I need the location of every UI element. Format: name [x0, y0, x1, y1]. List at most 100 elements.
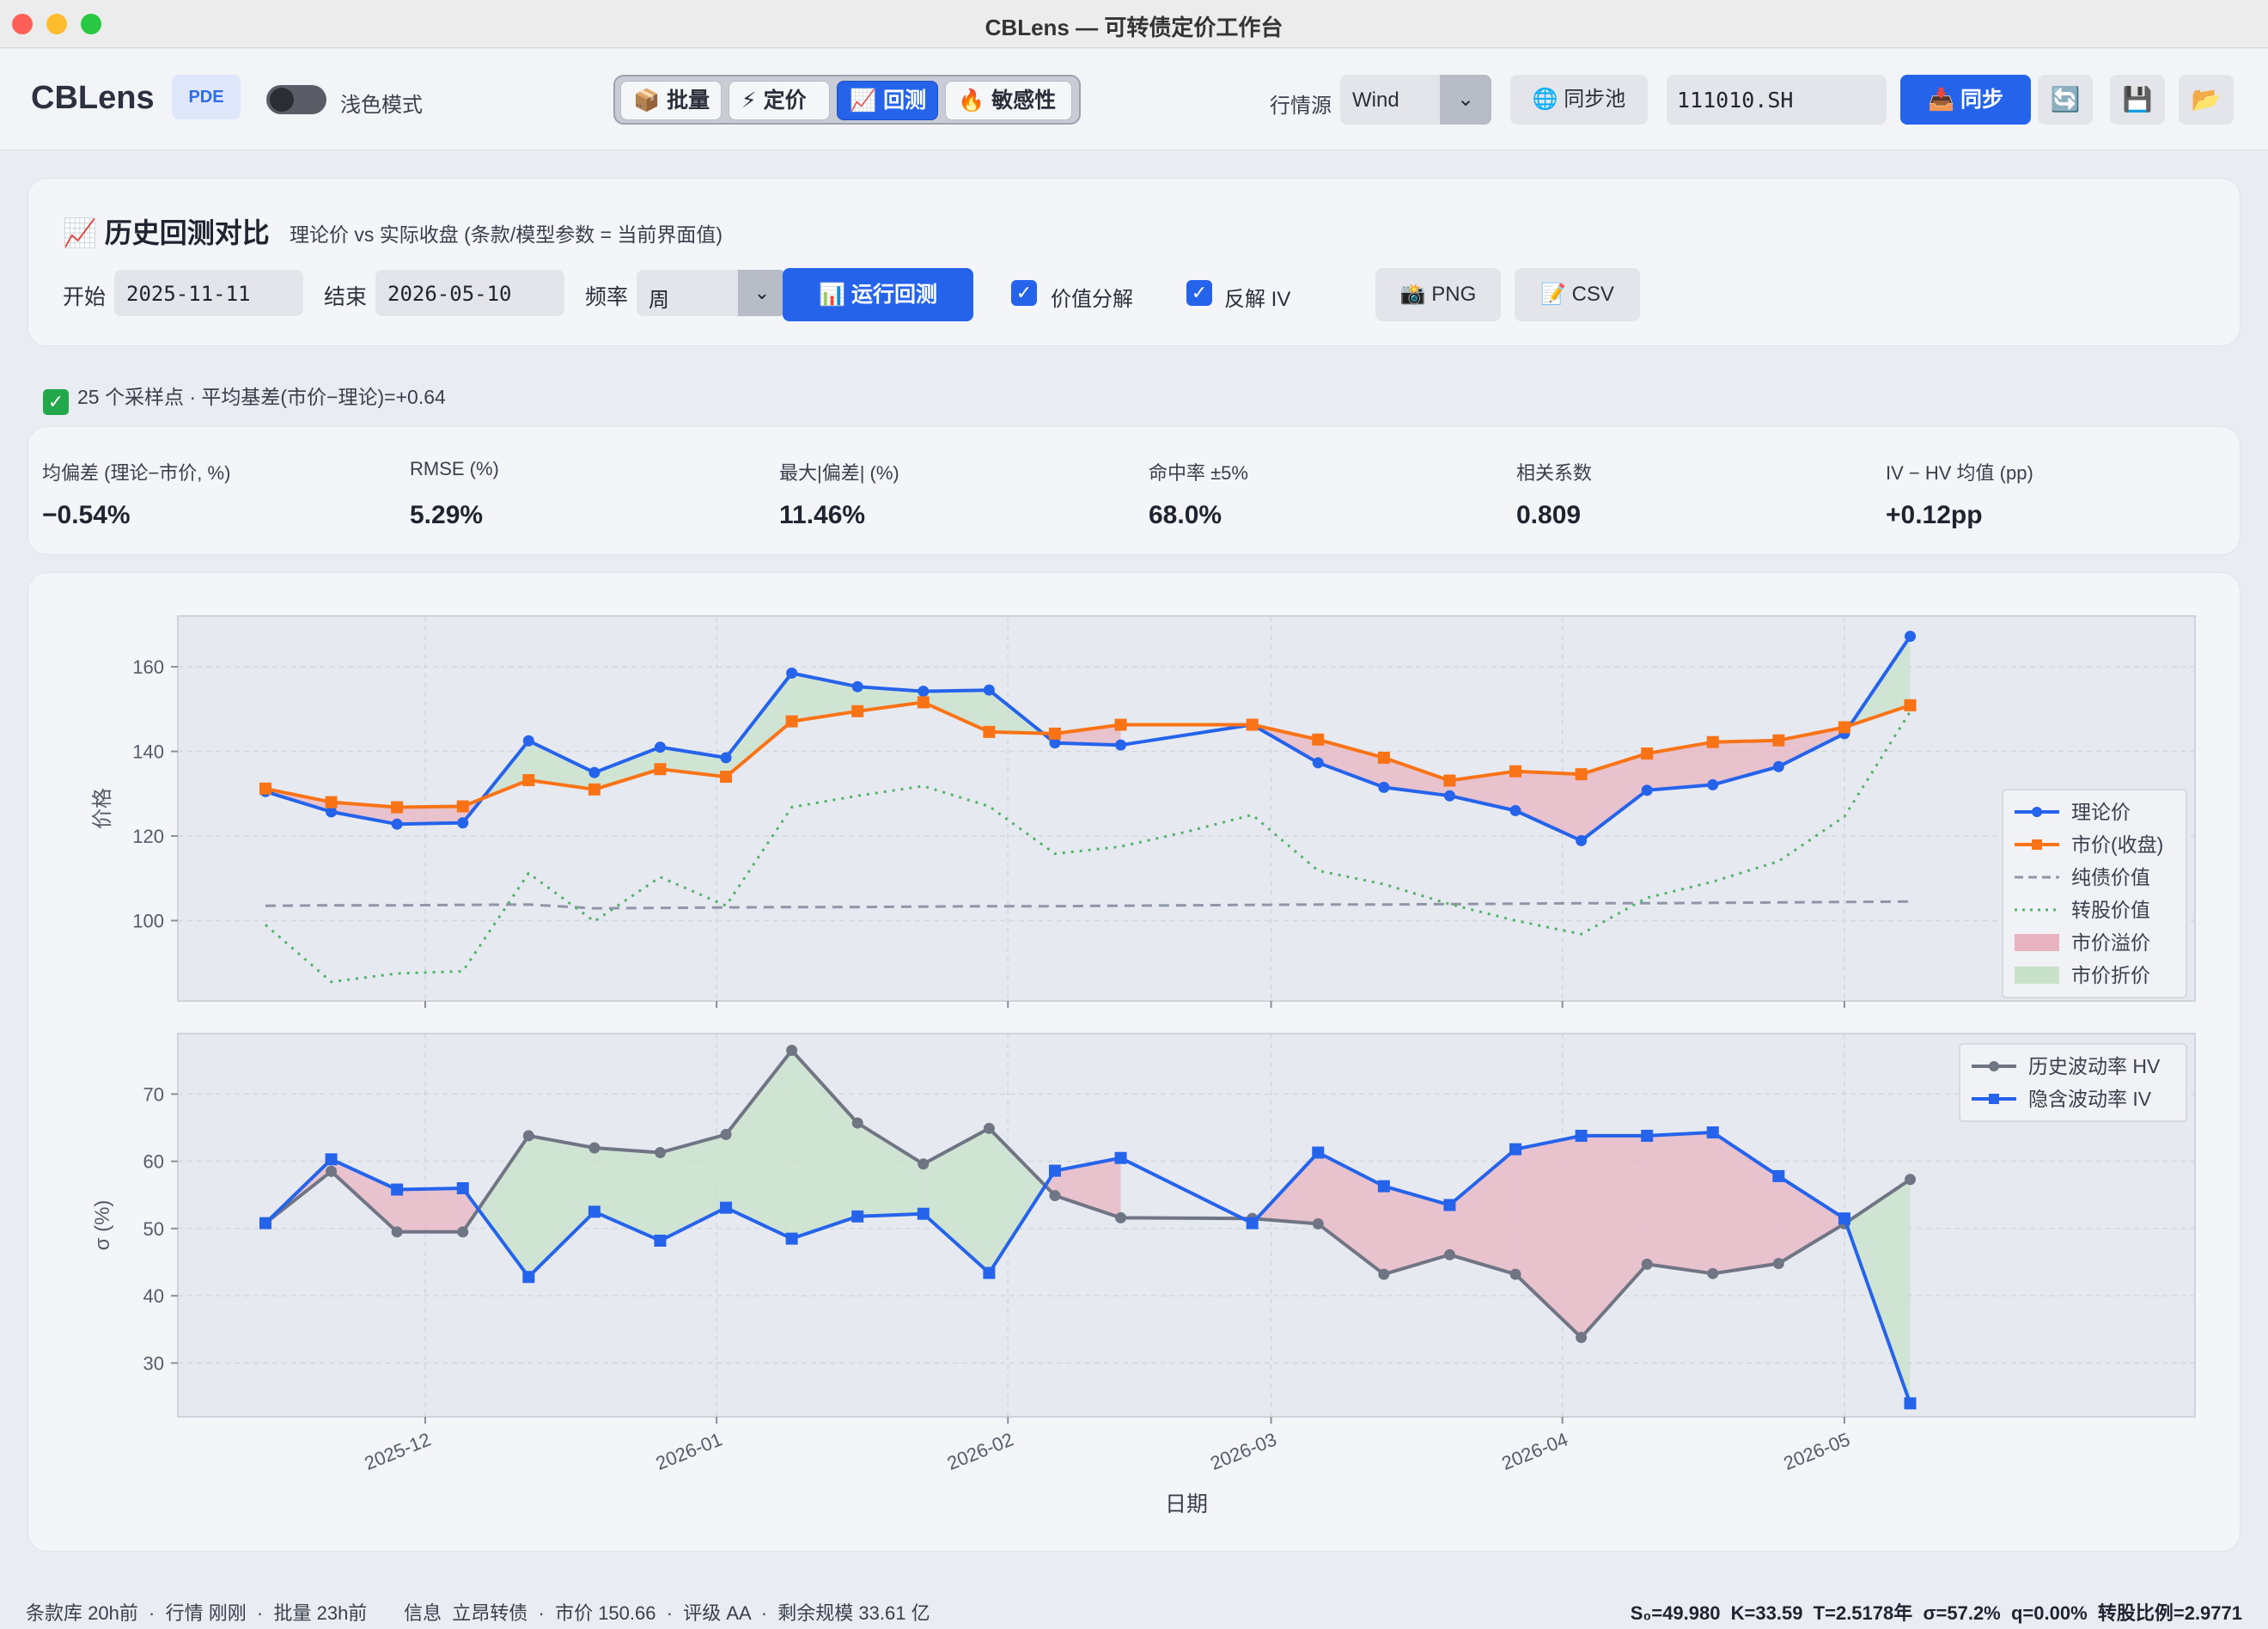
end-date-input[interactable]: 2026-05-10: [375, 270, 564, 316]
data-point: [720, 771, 733, 784]
implied-vol-checkbox[interactable]: ✓: [1186, 280, 1212, 306]
data-point: [983, 684, 995, 696]
theme-toggle[interactable]: [266, 85, 326, 114]
tab-batch[interactable]: 📦 批量: [620, 81, 722, 120]
export-csv-button[interactable]: 📝 CSV: [1515, 268, 1640, 321]
data-point: [851, 680, 863, 692]
data-point: [1048, 1164, 1061, 1177]
data-point: [588, 1142, 601, 1154]
export-png-button[interactable]: 📸 PNG: [1375, 268, 1501, 321]
data-point: [1641, 1129, 1654, 1142]
data-point: [326, 806, 338, 818]
data-point: [456, 800, 469, 813]
value-decomposition-checkbox[interactable]: ✓: [1011, 280, 1037, 306]
data-point: [918, 1158, 930, 1170]
fill-region: [1515, 1135, 1582, 1338]
bond-code-input[interactable]: [1667, 75, 1887, 125]
fill-region: [923, 1128, 990, 1273]
plot-area: [177, 615, 2196, 1002]
metric-label: 均偏差 (理论−市价, %): [42, 462, 231, 484]
run-backtest-button[interactable]: 📊 运行回测: [783, 268, 973, 321]
fill-region: [1581, 753, 1648, 841]
legend-marker: [1989, 1061, 1999, 1071]
data-point: [851, 705, 864, 717]
metric-rmse: RMSE (%) 5.29%: [410, 427, 771, 556]
sync-button-label: 同步: [1960, 88, 2004, 112]
sync-button[interactable]: 📥 同步: [1900, 75, 2031, 125]
open-folder-button[interactable]: 📂: [2179, 75, 2234, 125]
sync-pool-button[interactable]: 🌐 同步池: [1510, 75, 1648, 125]
tab-backtest[interactable]: 📈 回测: [837, 81, 938, 120]
folder-icon: 📂: [2191, 86, 2222, 113]
data-source-select[interactable]: Wind ⌄: [1340, 75, 1491, 125]
data-point: [325, 796, 338, 808]
data-point: [1772, 760, 1784, 772]
fire-icon: 🔥: [958, 88, 985, 113]
data-point: [1377, 751, 1390, 764]
chevron-down-icon[interactable]: ⌄: [738, 270, 786, 316]
status-bar-info: 条款库 20h前 · 行情 刚刚 · 批量 23h前 信息 立昂转债 · 市价 …: [26, 1602, 930, 1624]
data-point: [391, 818, 403, 830]
data-point: [1905, 631, 1916, 643]
x-axis-label: 日期: [1165, 1492, 1208, 1516]
legend-swatch: [2015, 934, 2059, 951]
data-point: [1246, 718, 1259, 731]
y-tick-label: 40: [143, 1285, 164, 1307]
data-point: [1509, 1143, 1522, 1156]
metric-max-deviation: 最大|偏差| (%) 11.46%: [779, 427, 1140, 556]
data-point: [522, 1130, 534, 1142]
data-point: [1509, 765, 1522, 778]
data-point: [1509, 804, 1521, 816]
legend-marker: [2032, 839, 2042, 850]
y-tick-label: 60: [143, 1151, 164, 1173]
metric-label: RMSE (%): [410, 458, 499, 479]
data-point: [1049, 1190, 1061, 1202]
legend-label: 市价溢价: [2071, 931, 2150, 954]
fill-region: [791, 673, 858, 722]
chart-up-icon: 📈: [63, 217, 97, 248]
metric-value: 11.46%: [779, 501, 866, 529]
chevron-down-icon[interactable]: ⌄: [1440, 75, 1491, 125]
legend-swatch: [2015, 967, 2059, 984]
y-tick-label: 50: [143, 1218, 164, 1240]
legend-label: 纯债价值: [2071, 866, 2150, 888]
end-date-label: 结束: [324, 285, 368, 309]
fill-region: [1449, 1149, 1516, 1275]
y-tick-label: 70: [143, 1083, 164, 1105]
fill-region: [397, 1187, 463, 1232]
minimize-window-button[interactable]: [46, 14, 67, 34]
metric-value: 5.29%: [410, 501, 484, 529]
close-window-button[interactable]: [12, 14, 33, 34]
legend-label: 历史波动率 HV: [2028, 1055, 2161, 1077]
metric-label: 相关系数: [1516, 462, 1593, 484]
tab-pricing[interactable]: ⚡ 定价: [729, 81, 830, 120]
data-point: [456, 1181, 469, 1194]
card-subtitle: 理论价 vs 实际收盘 (条款/模型参数 = 当前界面值): [290, 223, 723, 246]
theme-toggle-label: 浅色模式: [340, 94, 423, 117]
frequency-select[interactable]: 周 ⌄: [637, 270, 786, 316]
fill-region: [726, 1050, 792, 1239]
tab-sensitivity[interactable]: 🔥 敏感性: [945, 81, 1072, 120]
data-point: [1443, 1248, 1455, 1260]
data-point: [522, 774, 535, 787]
data-point: [457, 817, 469, 829]
memo-icon: 📝: [1540, 283, 1572, 306]
data-point: [1312, 757, 1324, 769]
fill-region: [462, 1187, 479, 1232]
refresh-button[interactable]: 🔄: [2038, 75, 2093, 125]
metric-label: 命中率 ±5%: [1149, 462, 1248, 484]
metric-label: IV − HV 均值 (pp): [1886, 462, 2033, 484]
legend-box: [1959, 1043, 2187, 1122]
save-button[interactable]: 💾: [2110, 75, 2165, 125]
metric-correlation: 相关系数 0.809: [1516, 427, 1877, 556]
engine-badge[interactable]: PDE: [172, 75, 241, 119]
window-titlebar: CBLens — 可转债定价工作台: [0, 0, 2268, 48]
fill-region: [923, 690, 990, 732]
data-point: [1378, 1268, 1390, 1280]
zoom-window-button[interactable]: [81, 14, 101, 34]
start-date-input[interactable]: 2025-11-11: [114, 270, 303, 316]
fill-region: [726, 673, 792, 778]
x-tick-label: 2026-01: [653, 1428, 725, 1473]
fill-region: [1647, 1132, 1713, 1274]
